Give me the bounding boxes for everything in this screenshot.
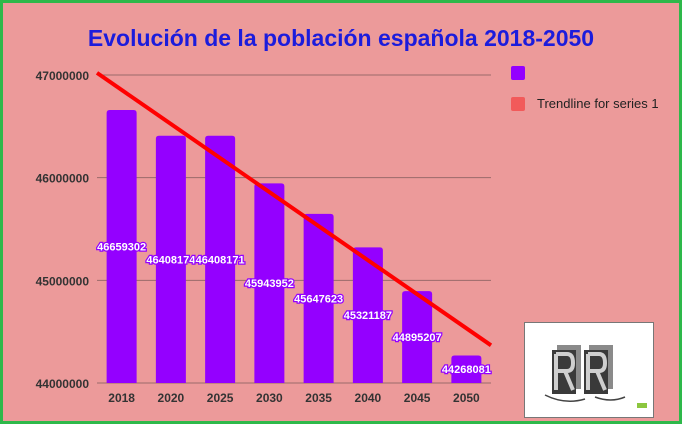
data-label: 44895207 <box>393 332 442 344</box>
trendline <box>95 71 493 347</box>
data-label: 45943952 <box>245 278 294 290</box>
legend-swatch-series <box>511 66 525 80</box>
y-tick-label: 47000000 <box>36 69 90 83</box>
legend-label-trendline: Trendline for series 1 <box>537 96 659 111</box>
legend-swatch-trendline <box>511 96 525 111</box>
data-label: 46408174 <box>146 254 196 266</box>
rr-logo <box>524 322 654 418</box>
rr-logo-icon <box>544 345 647 408</box>
bar-2025[interactable] <box>205 135 236 383</box>
y-tick-label: 44000000 <box>36 377 90 391</box>
legend-item-trendline[interactable]: Trendline for series 1 <box>511 96 659 111</box>
y-tick-label: 46000000 <box>36 172 90 186</box>
x-tick-label: 2035 <box>305 391 332 405</box>
bar-2050[interactable] <box>451 355 482 383</box>
data-label: 45647623 <box>294 293 343 305</box>
x-tick-label: 2018 <box>108 391 135 405</box>
y-tick-label: 45000000 <box>36 274 90 288</box>
bar-2035[interactable] <box>303 213 334 383</box>
data-label: 46408171 <box>196 254 245 266</box>
bar-2020[interactable] <box>155 135 186 383</box>
data-label: 45321187 <box>344 310 392 322</box>
bar-2045[interactable] <box>402 291 433 383</box>
chart-title: Evolución de la población española 2018-… <box>87 25 595 51</box>
x-tick-label: 2050 <box>453 391 480 405</box>
bar-2030[interactable] <box>254 183 285 383</box>
bar-2018[interactable] <box>106 109 137 383</box>
data-label: 44268081 <box>442 364 491 376</box>
x-tick-label: 2040 <box>355 391 382 405</box>
x-tick-label: 2030 <box>256 391 283 405</box>
x-tick-label: 2045 <box>404 391 431 405</box>
x-tick-label: 2020 <box>158 391 185 405</box>
x-tick-label: 2025 <box>207 391 234 405</box>
bar-2040[interactable] <box>352 247 383 383</box>
legend-item-series[interactable] <box>511 66 537 80</box>
data-label: 46659302 <box>97 241 146 253</box>
